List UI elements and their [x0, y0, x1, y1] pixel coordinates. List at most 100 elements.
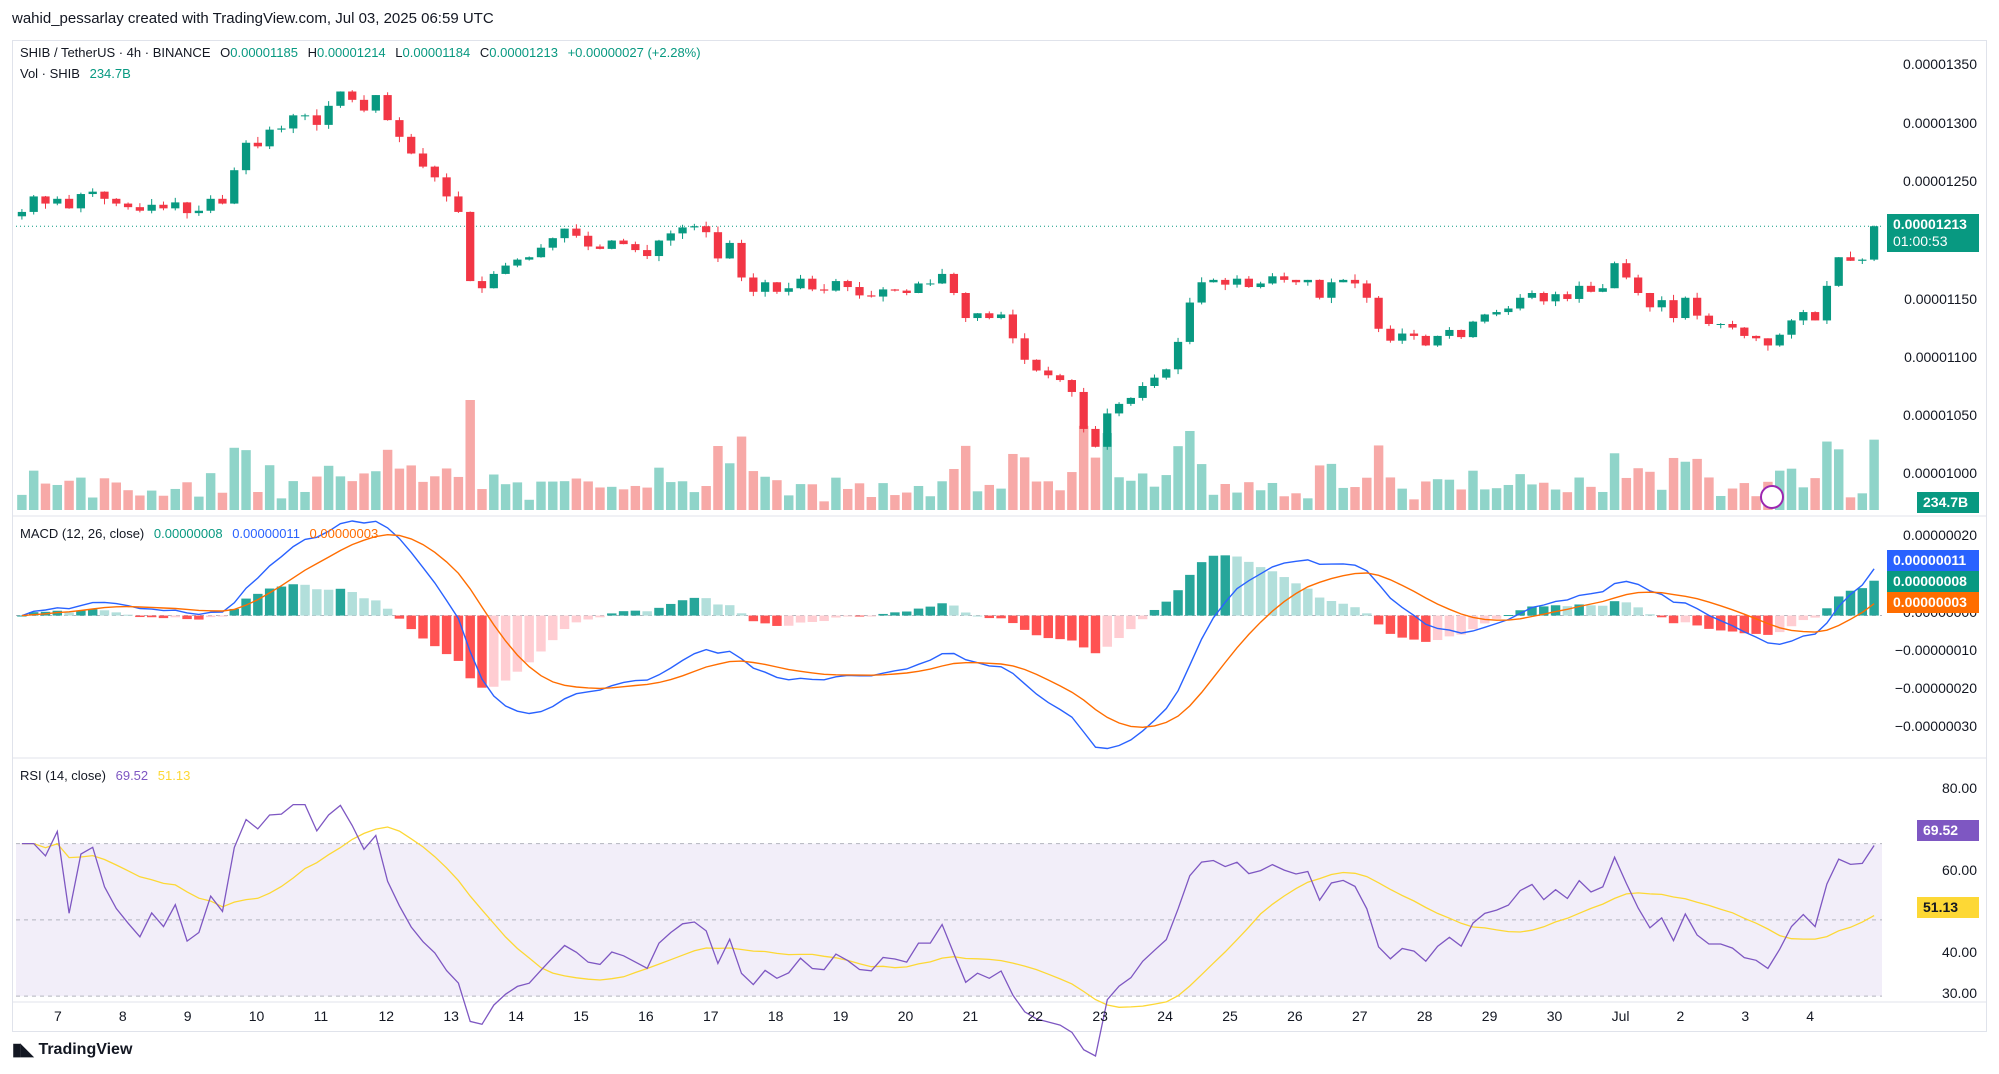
candle-body [1185, 302, 1194, 342]
macd-histogram-bar [1173, 590, 1183, 616]
volume-bar [913, 485, 924, 510]
high-label: H [307, 45, 317, 60]
macd-histogram-bar [489, 615, 499, 687]
time-axis-label: 7 [54, 1008, 62, 1024]
candle-body [878, 289, 888, 297]
candle-body [1209, 279, 1218, 283]
candle-body [749, 277, 758, 292]
volume-bar [1751, 496, 1761, 510]
volume-bar [536, 481, 546, 510]
volume-bar [1232, 492, 1242, 510]
change-value: +0.00000027 (+2.28%) [567, 45, 701, 60]
volume-bar [1185, 430, 1195, 510]
rsi-line [21, 803, 1875, 1057]
candle-body [725, 242, 734, 259]
macd-histogram-bar [1161, 601, 1171, 616]
volume-bar [548, 481, 558, 510]
volume-label[interactable]: Vol · SHIB [20, 66, 80, 81]
macd-histogram-bar [1397, 615, 1407, 638]
volume-bar [866, 497, 877, 510]
volume-bar [571, 478, 582, 510]
macd-histogram-bar [937, 603, 947, 616]
candle-body [1645, 293, 1655, 308]
candle-body [1527, 293, 1537, 298]
candle-body [159, 204, 168, 209]
macd-histogram-bar [111, 612, 121, 616]
candle-body [241, 142, 251, 171]
candle-body [1846, 257, 1855, 261]
candle-body [607, 240, 616, 249]
macd-histogram-bar [807, 615, 818, 622]
candle-body [147, 204, 156, 211]
macd-histogram-bar [925, 606, 936, 616]
volume-bar [772, 480, 782, 510]
volume-bar [984, 484, 995, 510]
macd-tick: 0.00000020 [1903, 527, 1977, 543]
macd-label[interactable]: MACD (12, 26, close) [20, 526, 145, 541]
macd-histogram-bar [748, 615, 759, 622]
volume-bar [807, 484, 818, 510]
chart-frame[interactable] [12, 40, 1987, 1032]
tradingview-brand: TradingView [38, 1041, 133, 1058]
candle-body [784, 288, 793, 292]
macd-histogram-bar [1055, 615, 1065, 640]
volume-bar [937, 481, 947, 510]
candle-body [407, 136, 416, 154]
macd-histogram-bar [772, 615, 782, 626]
macd-histogram-bar [1031, 615, 1042, 636]
candle-body [1433, 335, 1442, 346]
price-tick: 0.00001250 [1903, 173, 1977, 189]
macd-histogram-bar [146, 615, 157, 618]
volume-bar [654, 467, 664, 510]
time-axis-label: 23 [1092, 1008, 1108, 1024]
macd-histogram-bar [1574, 604, 1584, 616]
macd-histogram-bar [1149, 609, 1160, 616]
candle-body [1339, 279, 1348, 283]
volume-bar [1161, 475, 1171, 510]
candle-body [1008, 314, 1018, 339]
volume-bar [406, 465, 416, 510]
macd-histogram-bar [1586, 605, 1596, 616]
volume-bar [949, 468, 959, 510]
candle-body [41, 196, 50, 204]
candle-body [359, 99, 369, 111]
volume-bar [1137, 473, 1148, 510]
macd-hist-value: 0.00000008 [153, 526, 223, 541]
volume-bar [1267, 482, 1278, 510]
volume-bar [831, 477, 841, 510]
candle-body [855, 287, 864, 296]
candle-body [949, 273, 959, 293]
candle-body [702, 226, 711, 233]
volume-bar [1798, 487, 1809, 510]
volume-bar [595, 487, 605, 510]
macd-histogram-bar [996, 615, 1006, 619]
macd-histogram-bar [689, 597, 700, 616]
volume-bar [512, 482, 523, 510]
candle-body [961, 293, 970, 319]
macd-histogram-bar [642, 611, 652, 616]
macd-histogram-bar [253, 593, 263, 616]
volume-bar [87, 497, 98, 510]
symbol-label[interactable]: SHIB / TetherUS · 4h · BINANCE [20, 45, 211, 60]
candle-body [430, 166, 439, 178]
macd-histogram-bar [571, 615, 582, 623]
time-axis-label: 25 [1222, 1008, 1238, 1024]
macd-histogram-bar [784, 615, 794, 626]
candle-body [1810, 312, 1820, 321]
volume-bar [264, 465, 275, 510]
volume-legend: Vol · SHIB 234.7B [20, 66, 137, 81]
volume-bar [736, 436, 747, 510]
volume-bar [795, 484, 806, 510]
tradingview-logo[interactable]: ▮◣ TradingView [12, 1040, 132, 1060]
macd-histogram-bar [1008, 615, 1018, 624]
candle-body [230, 170, 239, 204]
rsi-label[interactable]: RSI (14, close) [20, 768, 106, 783]
macd-histogram-bar [1338, 603, 1348, 616]
price-tick: 0.00001350 [1903, 56, 1977, 72]
low-value: 0.00001184 [402, 45, 471, 60]
macd-histogram-bar [1739, 615, 1750, 634]
macd-histogram-bar [1645, 614, 1655, 616]
macd-histogram-bar [1598, 605, 1608, 616]
macd-histogram-bar [1503, 615, 1514, 617]
